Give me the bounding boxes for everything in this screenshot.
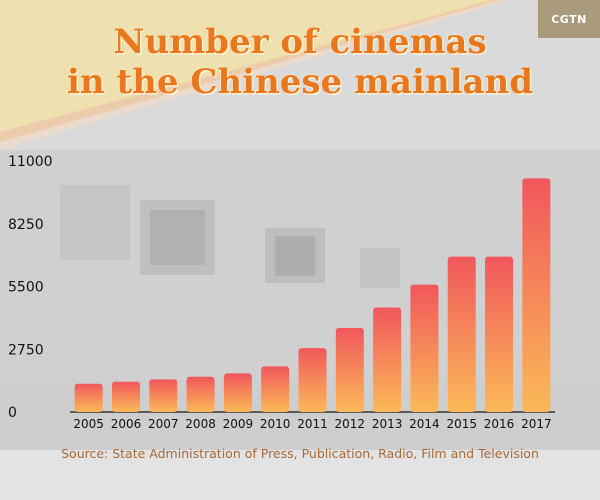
y-tick-label: 8250: [8, 217, 44, 233]
x-tick-label: 2010: [260, 417, 291, 431]
x-tick-label: 2011: [297, 417, 328, 431]
bar-2016: [485, 256, 514, 412]
x-tick-label: 2008: [185, 417, 216, 431]
x-tick-label: 2015: [446, 417, 477, 431]
x-tick-label: 2005: [73, 417, 104, 431]
decorative-swoosh: [0, 0, 510, 150]
bar-2009: [223, 373, 252, 412]
bar-2007: [149, 379, 178, 412]
bar-2005: [74, 383, 103, 412]
chart-title-line-1: Number of cinemas: [113, 22, 487, 62]
y-tick-label: 5500: [8, 280, 44, 296]
bar-2008: [186, 376, 215, 412]
bar-2010: [261, 366, 290, 412]
bar-2011: [298, 348, 327, 412]
bar-2017: [522, 178, 551, 412]
bar-2006: [111, 381, 140, 412]
y-tick-label: 2750: [8, 342, 44, 358]
x-tick-label: 2009: [223, 417, 254, 431]
chart-source-note: Source: State Administration of Press, P…: [61, 446, 539, 461]
y-tick-label: 0: [8, 405, 17, 421]
x-tick-label: 2012: [335, 417, 366, 431]
bar-2014: [410, 284, 439, 412]
cgtn-logo: CGTN: [538, 0, 600, 38]
x-tick-label: 2006: [111, 417, 142, 431]
bar-2013: [373, 307, 402, 412]
x-tick-label: 2013: [372, 417, 403, 431]
bar-2015: [447, 256, 476, 412]
chart-title-line-2: in the Chinese mainland: [66, 62, 534, 102]
x-tick-label: 2017: [521, 417, 552, 431]
y-tick-label: 11000: [8, 154, 53, 170]
bar-2012: [335, 328, 364, 412]
x-tick-label: 2007: [148, 417, 179, 431]
x-tick-label: 2016: [484, 417, 515, 431]
x-tick-label: 2014: [409, 417, 440, 431]
